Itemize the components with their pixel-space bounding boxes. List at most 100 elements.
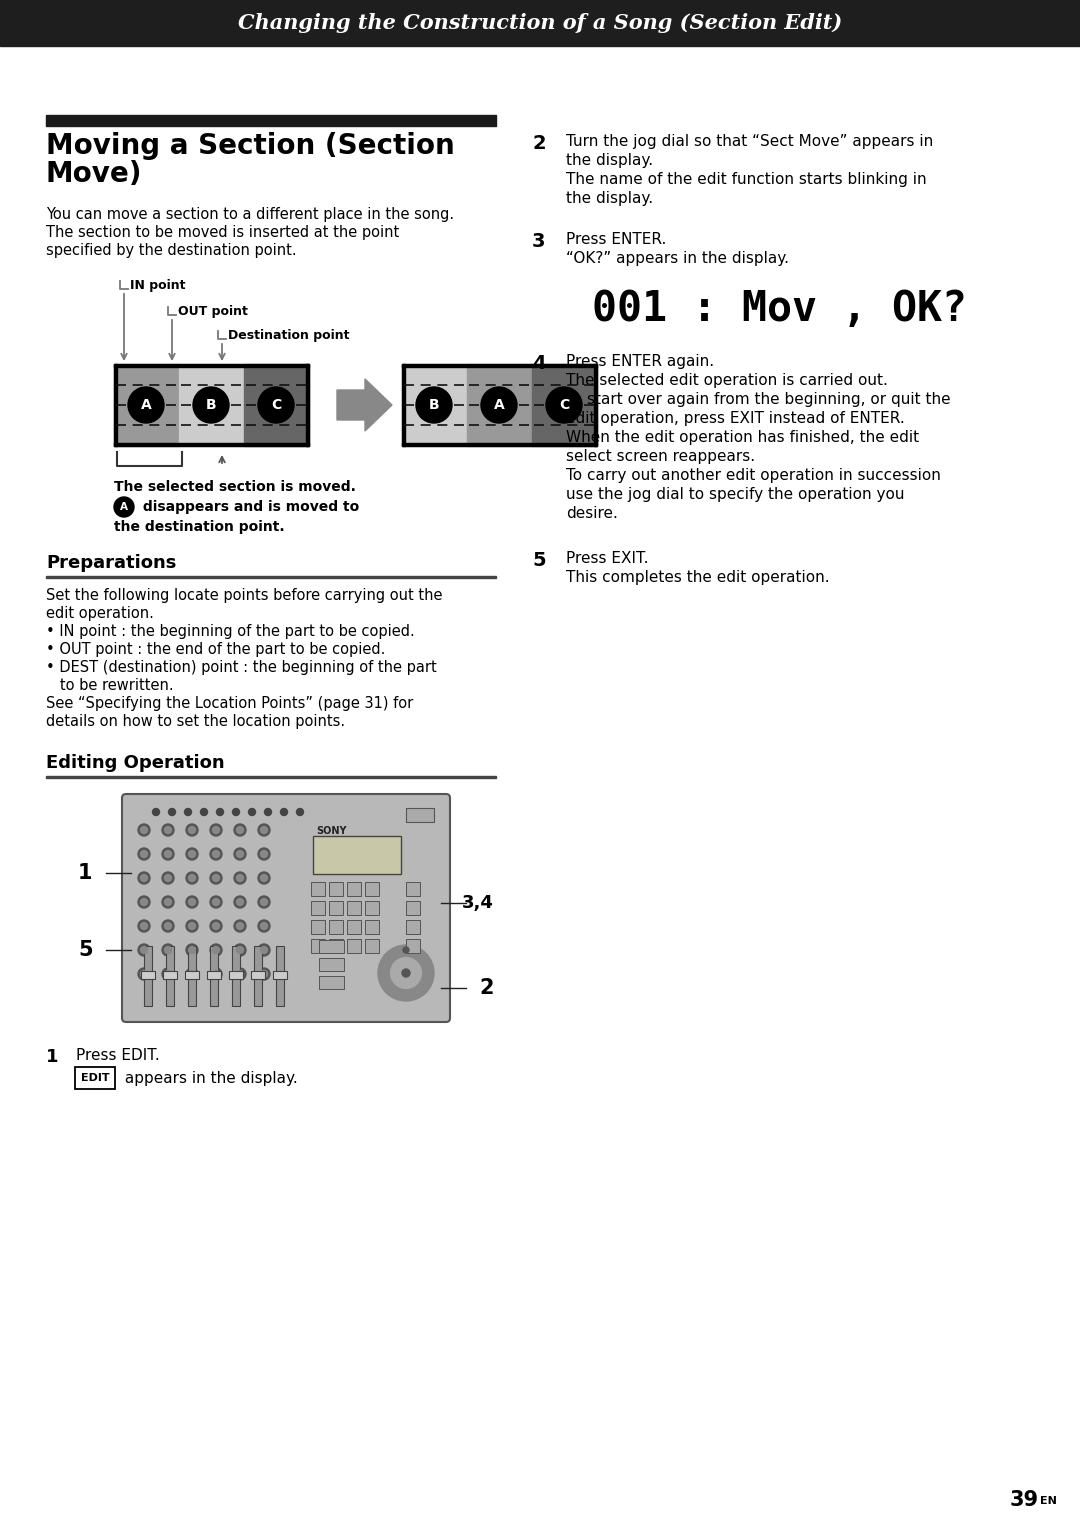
Text: to be rewritten.: to be rewritten.: [46, 678, 174, 694]
Circle shape: [237, 970, 243, 978]
Bar: [406, 920, 420, 934]
Bar: [467, 364, 532, 446]
Bar: [229, 970, 243, 979]
Text: A: A: [494, 397, 504, 413]
Bar: [347, 920, 361, 934]
Circle shape: [234, 944, 246, 957]
Text: Moving a Section (Section: Moving a Section (Section: [46, 131, 455, 160]
Bar: [406, 882, 420, 895]
Circle shape: [234, 895, 246, 908]
Circle shape: [210, 824, 222, 836]
Circle shape: [138, 944, 150, 957]
Circle shape: [138, 824, 150, 836]
Circle shape: [114, 497, 134, 516]
Circle shape: [189, 874, 195, 882]
Circle shape: [152, 808, 160, 816]
Circle shape: [234, 848, 246, 860]
Text: the display.: the display.: [566, 191, 653, 206]
Circle shape: [260, 827, 268, 833]
Text: 2: 2: [480, 978, 494, 998]
Text: • IN point : the beginning of the part to be copied.: • IN point : the beginning of the part t…: [46, 623, 415, 639]
Circle shape: [260, 970, 268, 978]
Text: To start over again from the beginning, or quit the: To start over again from the beginning, …: [566, 393, 950, 406]
Bar: [319, 958, 345, 970]
Text: To carry out another edit operation in succession: To carry out another edit operation in s…: [566, 468, 941, 483]
Circle shape: [140, 946, 148, 953]
Text: Destination point: Destination point: [228, 330, 350, 342]
Circle shape: [168, 808, 175, 816]
Circle shape: [258, 969, 270, 979]
Circle shape: [216, 808, 224, 816]
Circle shape: [138, 895, 150, 908]
Text: The name of the edit function starts blinking in: The name of the edit function starts bli…: [566, 173, 927, 186]
Text: Set the following locate points before carrying out the: Set the following locate points before c…: [46, 588, 443, 604]
Circle shape: [234, 824, 246, 836]
Text: disappears and is moved to: disappears and is moved to: [138, 500, 360, 513]
Circle shape: [138, 920, 150, 932]
Circle shape: [258, 920, 270, 932]
Text: A: A: [120, 503, 129, 512]
Text: Press EXIT.: Press EXIT.: [566, 552, 648, 565]
Text: 3,4: 3,4: [462, 894, 494, 912]
Circle shape: [234, 920, 246, 932]
Bar: [594, 364, 597, 446]
Text: use the jog dial to specify the operation you: use the jog dial to specify the operatio…: [566, 487, 905, 503]
Circle shape: [129, 387, 164, 423]
Text: SONY: SONY: [316, 827, 347, 836]
Circle shape: [138, 969, 150, 979]
Bar: [319, 940, 345, 953]
Text: OUT point: OUT point: [178, 306, 248, 318]
Circle shape: [237, 898, 243, 906]
Circle shape: [138, 872, 150, 885]
Circle shape: [164, 970, 172, 978]
Bar: [273, 970, 287, 979]
Text: 5: 5: [78, 940, 93, 960]
Circle shape: [162, 969, 174, 979]
Circle shape: [164, 874, 172, 882]
Circle shape: [213, 851, 219, 857]
Circle shape: [186, 944, 198, 957]
Bar: [402, 443, 597, 446]
Bar: [114, 443, 309, 446]
Bar: [365, 882, 379, 895]
Circle shape: [281, 808, 287, 816]
Circle shape: [162, 920, 174, 932]
Text: 1: 1: [46, 1048, 58, 1067]
Bar: [365, 920, 379, 934]
Circle shape: [237, 874, 243, 882]
Circle shape: [140, 827, 148, 833]
Bar: [365, 940, 379, 953]
Text: See “Specifying the Location Points” (page 31) for: See “Specifying the Location Points” (pa…: [46, 695, 414, 711]
Text: Turn the jog dial so that “Sect Move” appears in: Turn the jog dial so that “Sect Move” ap…: [566, 134, 933, 150]
Circle shape: [186, 969, 198, 979]
Bar: [46, 115, 496, 125]
Circle shape: [260, 898, 268, 906]
Circle shape: [189, 851, 195, 857]
Bar: [188, 946, 195, 1005]
Text: Editing Operation: Editing Operation: [46, 753, 225, 772]
Circle shape: [164, 851, 172, 857]
Circle shape: [258, 848, 270, 860]
Bar: [347, 902, 361, 915]
Text: • OUT point : the end of the part to be copied.: • OUT point : the end of the part to be …: [46, 642, 386, 657]
Bar: [232, 946, 240, 1005]
Text: IN point: IN point: [130, 280, 186, 292]
Circle shape: [185, 808, 191, 816]
Circle shape: [140, 923, 148, 929]
Circle shape: [258, 387, 294, 423]
Circle shape: [162, 824, 174, 836]
Text: The selected edit operation is carried out.: The selected edit operation is carried o…: [566, 373, 888, 388]
Bar: [406, 902, 420, 915]
Bar: [347, 882, 361, 895]
Bar: [251, 970, 265, 979]
Text: A: A: [140, 397, 151, 413]
Circle shape: [189, 970, 195, 978]
Circle shape: [210, 872, 222, 885]
Bar: [311, 882, 325, 895]
Circle shape: [237, 851, 243, 857]
Text: 39: 39: [1010, 1490, 1039, 1510]
Circle shape: [237, 946, 243, 953]
Bar: [0, 0, 1080, 46]
Circle shape: [248, 808, 256, 816]
Circle shape: [164, 898, 172, 906]
